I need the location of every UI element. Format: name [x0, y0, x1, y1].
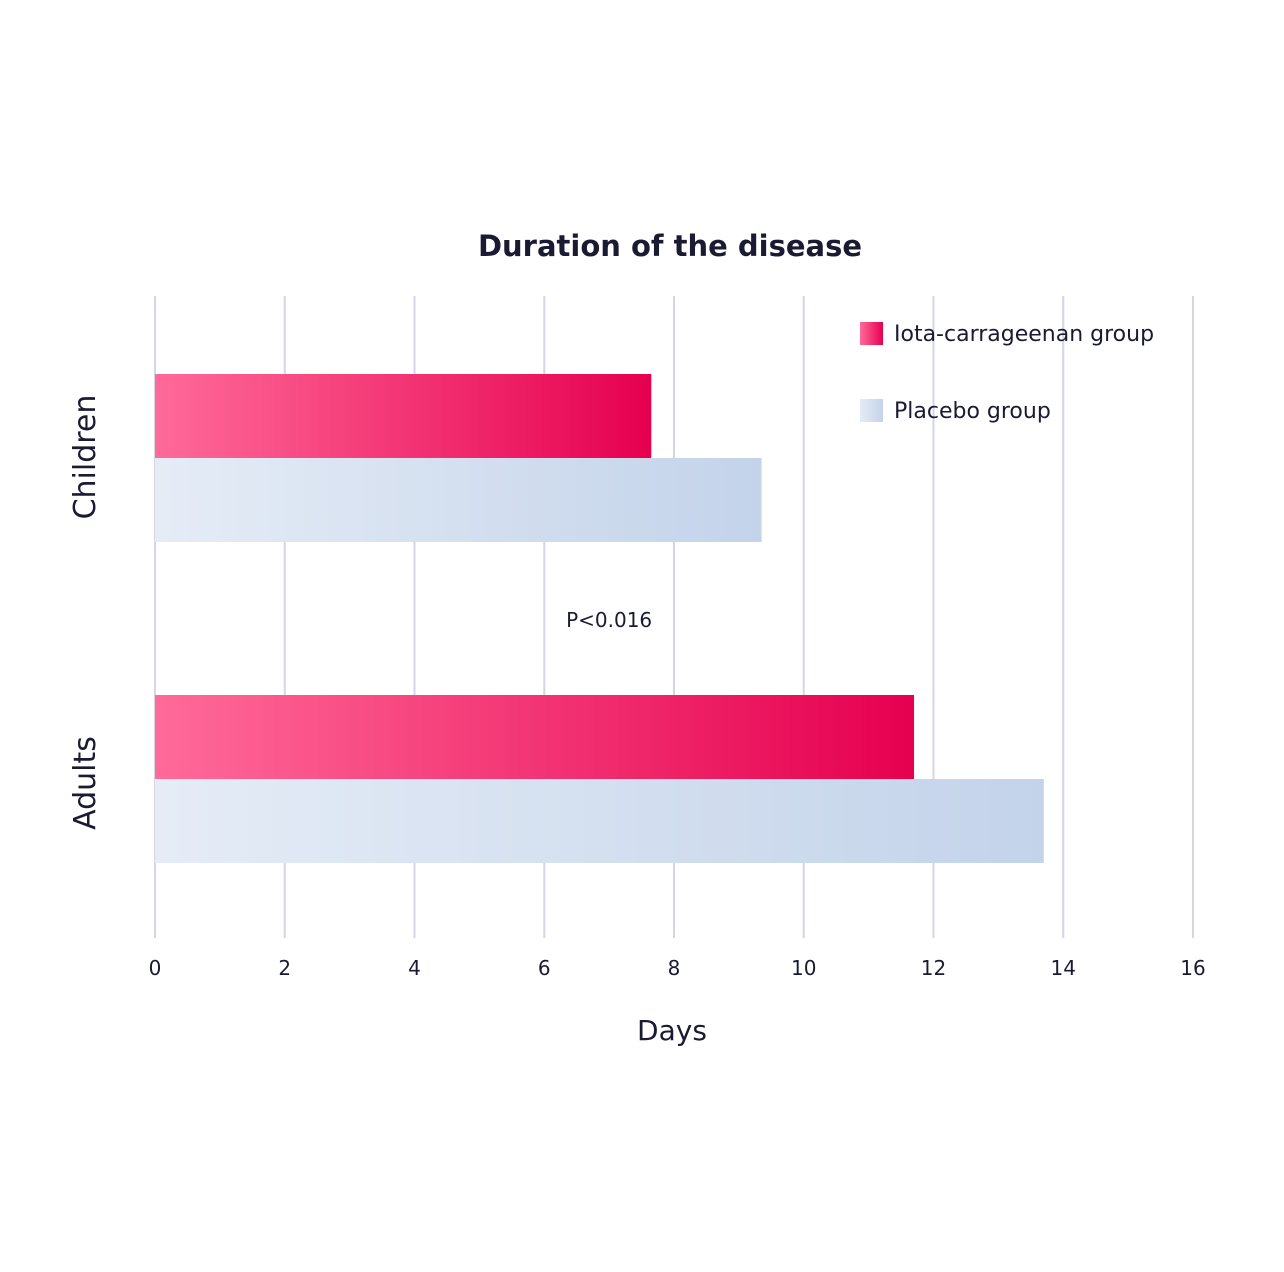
p-value-annotation: P<0.016	[566, 608, 652, 632]
x-axis-label: Days	[637, 1014, 707, 1047]
bar-children-placebo	[155, 458, 762, 542]
chart-title: Duration of the disease	[478, 229, 862, 263]
annotations: P<0.016	[566, 608, 652, 632]
x-tick-label: 2	[278, 956, 291, 980]
x-tick-label: 8	[668, 956, 681, 980]
legend: Iota-carrageenan group Placebo group	[860, 322, 1154, 424]
bars	[155, 374, 1044, 863]
x-tick-label: 6	[538, 956, 551, 980]
x-tick-label: 10	[791, 956, 816, 980]
x-tick-label: 16	[1180, 956, 1205, 980]
legend-label-placebo: Placebo group	[894, 399, 1051, 424]
category-label-adults: Adults	[68, 736, 103, 830]
legend-swatch-iota-carrageenan	[860, 322, 883, 345]
x-tick-label: 0	[149, 956, 162, 980]
category-label-children: Children	[68, 395, 103, 520]
category-labels: Children Adults	[68, 395, 103, 830]
legend-label-iota-carrageenan: Iota-carrageenan group	[894, 322, 1154, 347]
x-tick-label: 14	[1051, 956, 1076, 980]
bar-adults-iota-carrageenan	[155, 695, 915, 779]
x-tick-label: 12	[921, 956, 946, 980]
x-tick-label: 4	[408, 956, 421, 980]
bar-children-iota-carrageenan	[155, 374, 652, 458]
x-tick-labels: 0 2 4 6 8 10 12 14 16	[149, 956, 1206, 980]
legend-swatch-placebo	[860, 399, 883, 422]
bar-adults-placebo	[155, 779, 1044, 863]
